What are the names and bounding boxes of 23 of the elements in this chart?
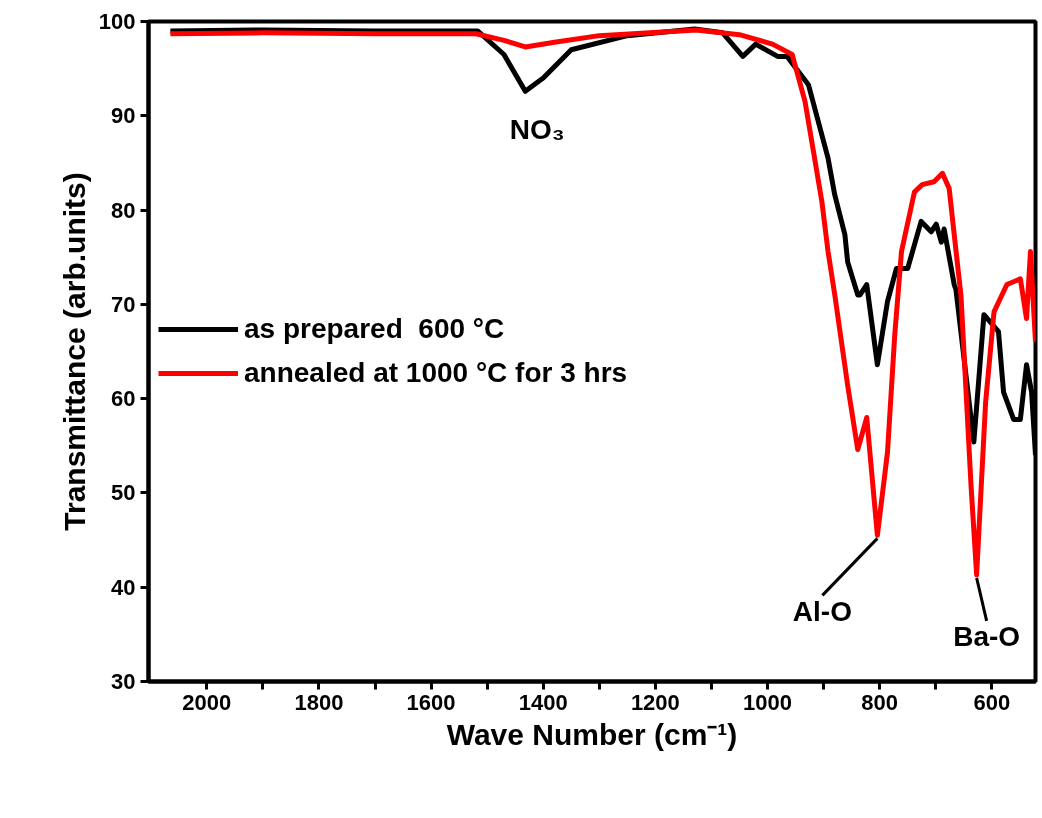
y-tick-label: 50 [111, 480, 136, 506]
x-tick-label: 1000 [743, 689, 792, 715]
y-tick-label: 30 [111, 669, 136, 694]
y-tick-label: 40 [111, 574, 136, 600]
x-tick-label: 1400 [518, 689, 568, 715]
x-tick-label: 1800 [294, 689, 344, 715]
y-tick-label: 70 [111, 291, 136, 317]
x-tick-label: 1600 [406, 689, 456, 715]
annotation: Ba-O [953, 621, 1021, 653]
x-tick-label: 600 [973, 689, 1011, 715]
annotation: NO₃ [509, 113, 565, 145]
y-tick-label: 100 [98, 9, 136, 34]
x-tick-label: 2000 [182, 689, 232, 715]
annotation: Al-O [792, 595, 852, 627]
y-tick-label: 80 [111, 197, 136, 223]
legend-label: annealed at 1000 °C for 3 hrs [244, 357, 628, 389]
x-tick-label: 1200 [630, 689, 680, 715]
x-axis-title: Wave Number (cm⁻¹) [446, 717, 738, 751]
legend-label: as prepared 600 °C [244, 313, 505, 345]
y-axis-title: Transmittance (arb.units) [57, 172, 91, 531]
x-tick-label: 800 [861, 689, 898, 715]
y-tick-label: 90 [111, 103, 136, 129]
y-tick-label: 60 [111, 386, 136, 412]
